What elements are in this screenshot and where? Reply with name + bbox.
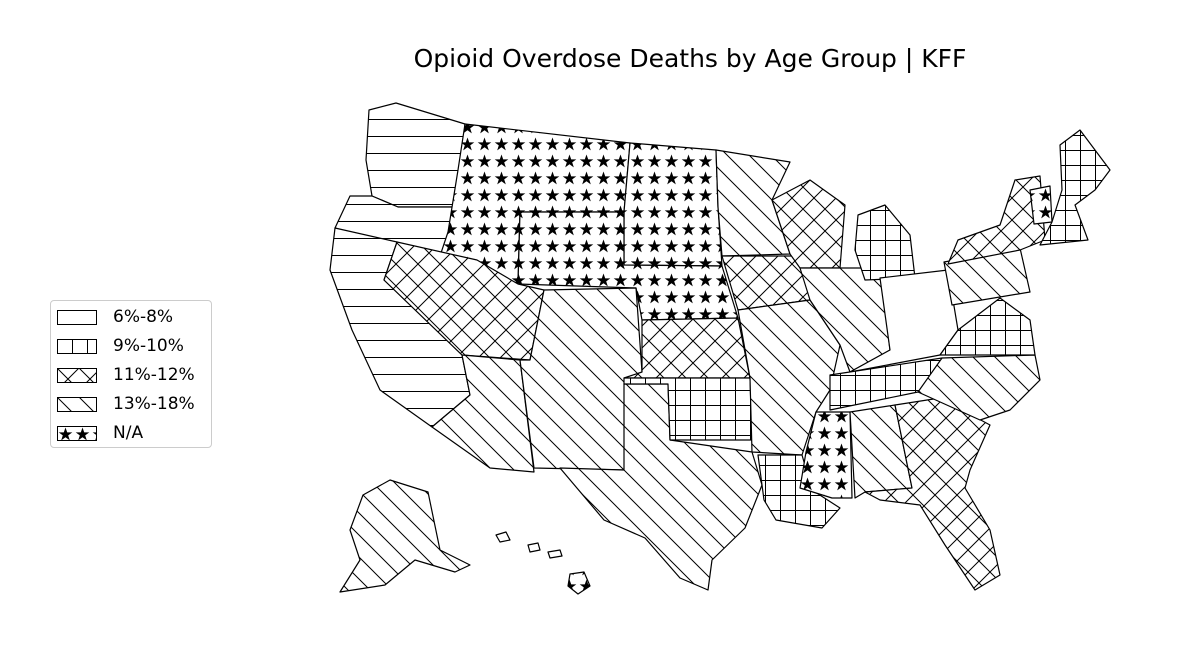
state-hawaii (567, 571, 591, 595)
state-carolinas (917, 354, 1041, 421)
legend-swatch (57, 367, 97, 383)
legend-item-13-18: 13%-18% (57, 394, 195, 414)
state-hawaii-islands (495, 531, 563, 559)
legend-swatch (57, 396, 97, 412)
legend-swatch (57, 338, 97, 354)
state-kansas (623, 317, 751, 379)
state-new-england (1039, 129, 1111, 246)
state-georgia-florida (864, 397, 1001, 591)
legend-label: N/A (113, 423, 144, 443)
legend-label: 6%-8% (113, 307, 174, 327)
legend-label: 9%-10% (113, 336, 184, 356)
map-title: Opioid Overdose Deaths by Age Group | KF… (413, 44, 967, 73)
state-louisiana (757, 454, 841, 529)
state-virginia (939, 297, 1036, 356)
state-dakotas (623, 142, 723, 267)
legend-item-6-8: 6%-8% (57, 307, 173, 327)
state-michigan (854, 204, 916, 281)
state-alaska (339, 479, 471, 593)
legend-item-9-10: 9%-10% (57, 336, 184, 356)
legend-item-na: N/A (57, 423, 143, 443)
legend-swatch (57, 425, 97, 441)
state-washington (365, 102, 466, 208)
legend-item-11-12: 11%-12% (57, 365, 195, 385)
legend-swatch (57, 309, 97, 325)
state-texas (559, 383, 763, 591)
legend-label: 11%-12% (113, 365, 195, 385)
state-new-york (947, 175, 1046, 265)
state-vermont (1029, 185, 1053, 225)
legend-label: 13%-18% (113, 394, 195, 414)
map-legend: 6%-8% 9%-10% 11%-12% 13%-18% N/A (50, 300, 212, 448)
